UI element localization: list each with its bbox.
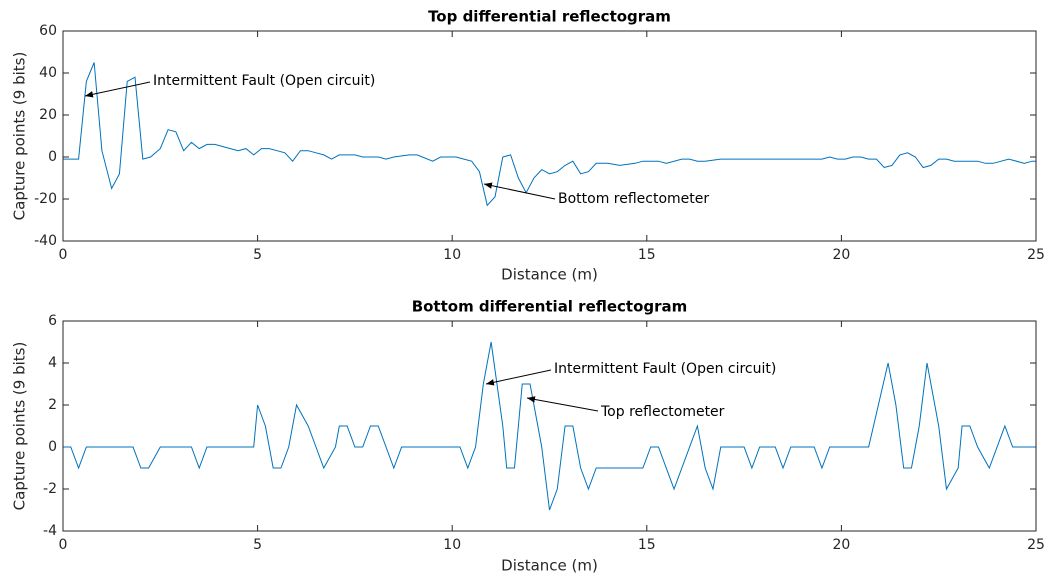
y-tick-label: -2: [43, 481, 57, 497]
annotation-arrow: [485, 369, 552, 386]
x-axis-label: Distance (m): [501, 266, 598, 284]
x-tick-label: 15: [638, 247, 656, 263]
data-line: [63, 341, 1036, 511]
y-tick-label: 0: [48, 439, 57, 455]
x-tick-label: 5: [253, 247, 262, 263]
y-tick-label: 60: [39, 23, 57, 39]
x-axis-label: Distance (m): [501, 557, 598, 575]
y-tick-label: 4: [48, 355, 57, 371]
y-tick-label: 2: [48, 397, 57, 413]
y-axis-label: Capture points (9 bits): [11, 342, 29, 511]
x-tick-label: 20: [832, 247, 850, 263]
chart-title: Top differential reflectogram: [428, 8, 671, 26]
annotation-arrow: [526, 396, 599, 412]
y-tick-label: -20: [34, 191, 57, 207]
x-tick-label: 15: [638, 537, 656, 553]
plot-area: [63, 31, 1036, 241]
x-tick-label: 0: [59, 247, 68, 263]
x-tick-label: 10: [443, 247, 461, 263]
x-tick-label: 25: [1027, 247, 1045, 263]
y-tick-label: 20: [39, 107, 57, 123]
axes-box: [62, 320, 1037, 532]
y-tick-label: 40: [39, 65, 57, 81]
data-line: [63, 62, 1036, 207]
annotation: Intermittent Fault (Open circuit): [153, 73, 375, 89]
y-tick-label: -4: [43, 523, 57, 539]
x-tick-label: 0: [59, 537, 68, 553]
y-tick-label: 0: [48, 149, 57, 165]
annotation: Bottom reflectometer: [558, 191, 709, 207]
x-tick-label: 20: [832, 537, 850, 553]
annotation: Intermittent Fault (Open circuit): [554, 361, 776, 377]
plot-area: [63, 321, 1036, 531]
chart-title: Bottom differential reflectogram: [412, 298, 688, 316]
x-tick-label: 5: [253, 537, 262, 553]
y-tick-label: -40: [34, 233, 57, 249]
annotation-arrow: [84, 81, 151, 98]
y-axis-label: Capture points (9 bits): [11, 52, 29, 221]
x-tick-label: 25: [1027, 537, 1045, 553]
annotation: Top reflectometer: [600, 404, 725, 420]
y-tick-label: 6: [48, 313, 57, 329]
annotation-arrow: [483, 182, 556, 200]
axes-box: [62, 30, 1037, 242]
x-tick-label: 10: [443, 537, 461, 553]
